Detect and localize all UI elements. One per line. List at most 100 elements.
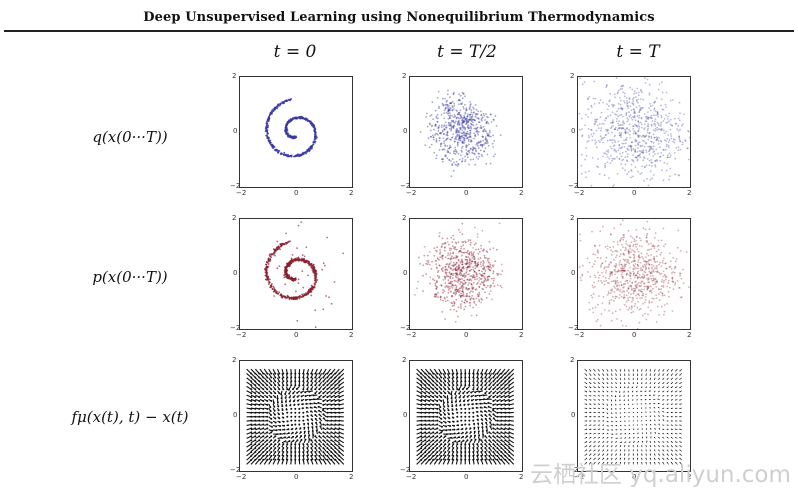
sample-point xyxy=(458,136,461,139)
sample-point xyxy=(476,283,478,285)
sample-point xyxy=(677,130,680,132)
sample-point xyxy=(610,292,612,294)
sample-point xyxy=(624,130,627,133)
sample-point xyxy=(614,310,617,313)
sample-point xyxy=(639,121,642,124)
sample-point xyxy=(276,107,279,110)
plot-row2-col1 xyxy=(263,221,345,329)
sample-point xyxy=(475,108,478,111)
sample-point xyxy=(645,149,647,151)
sample-point xyxy=(650,145,653,148)
sample-point xyxy=(457,279,460,282)
sample-point xyxy=(650,263,653,266)
sample-point xyxy=(435,293,438,296)
sample-point xyxy=(601,281,603,284)
sample-point xyxy=(634,112,636,115)
sample-point xyxy=(610,280,613,283)
sample-point xyxy=(492,265,494,268)
sample-point xyxy=(483,261,485,263)
sample-point xyxy=(475,273,478,275)
arrow-head xyxy=(294,384,297,387)
sample-point xyxy=(658,271,661,274)
sample-point xyxy=(634,144,637,147)
sample-point xyxy=(469,270,471,272)
drift-arrow xyxy=(254,368,260,374)
sample-point xyxy=(456,143,459,146)
sample-point xyxy=(655,266,658,269)
sample-point xyxy=(470,297,473,299)
sample-point xyxy=(667,134,670,136)
arrow-head xyxy=(302,411,305,414)
sample-point xyxy=(603,136,606,139)
sample-point xyxy=(472,306,474,309)
sample-point xyxy=(454,272,457,275)
sample-point xyxy=(310,264,313,266)
sample-point xyxy=(451,100,454,103)
sample-point xyxy=(636,264,639,266)
sample-point xyxy=(646,273,649,276)
sample-point xyxy=(627,249,629,251)
sample-point xyxy=(465,145,467,148)
sample-point xyxy=(596,249,599,252)
sample-point xyxy=(452,126,455,129)
arrow-head xyxy=(318,417,321,420)
sample-point xyxy=(598,173,601,176)
sample-point xyxy=(654,283,656,285)
sample-point xyxy=(476,263,479,266)
sample-point xyxy=(613,291,616,293)
sample-point xyxy=(647,266,650,269)
sample-point xyxy=(298,155,301,158)
sample-point xyxy=(474,147,477,150)
sample-point xyxy=(452,264,455,267)
sample-point xyxy=(459,126,461,129)
sample-point xyxy=(621,167,624,169)
sample-point xyxy=(656,160,659,162)
sample-point xyxy=(644,256,647,258)
sample-point xyxy=(635,274,637,277)
sample-point xyxy=(621,271,624,274)
sample-point xyxy=(468,291,471,294)
sample-point xyxy=(625,273,628,275)
arrow-head xyxy=(272,401,275,404)
sample-point xyxy=(483,128,486,131)
plot-row2-col3 xyxy=(578,219,690,329)
sample-point xyxy=(458,139,461,142)
sample-point xyxy=(620,99,622,102)
arrow-head xyxy=(266,423,269,426)
sample-point xyxy=(666,154,669,157)
sample-point xyxy=(672,257,674,259)
sample-point xyxy=(651,280,654,282)
y-tick-zero: 0 xyxy=(403,127,408,135)
sample-point xyxy=(663,273,666,276)
arrow-head xyxy=(266,384,269,387)
sample-point xyxy=(615,271,617,273)
sample-point xyxy=(647,125,649,127)
sample-point xyxy=(444,286,446,288)
sample-point xyxy=(270,284,272,287)
sample-point xyxy=(488,129,491,132)
sample-point xyxy=(653,101,655,104)
sample-point xyxy=(648,301,651,304)
sample-point xyxy=(629,247,631,250)
sample-point xyxy=(439,137,441,139)
sample-point xyxy=(625,248,628,250)
sample-point xyxy=(453,125,456,127)
sample-point xyxy=(629,284,632,287)
sample-point xyxy=(655,148,658,151)
sample-point xyxy=(610,233,612,236)
arrow-head xyxy=(258,380,261,383)
sample-point xyxy=(656,271,659,274)
sample-point xyxy=(658,263,660,266)
sample-point xyxy=(474,288,477,291)
sample-point xyxy=(605,86,607,89)
sample-point xyxy=(463,295,465,297)
sample-point xyxy=(436,113,439,116)
sample-point xyxy=(450,237,453,239)
arrow-head xyxy=(262,376,265,379)
sample-point xyxy=(646,129,649,131)
sample-point xyxy=(466,120,468,123)
y-tick-max: 2 xyxy=(570,72,575,80)
sample-point xyxy=(285,263,288,265)
sample-point xyxy=(445,124,448,127)
arrow-head xyxy=(298,411,301,414)
